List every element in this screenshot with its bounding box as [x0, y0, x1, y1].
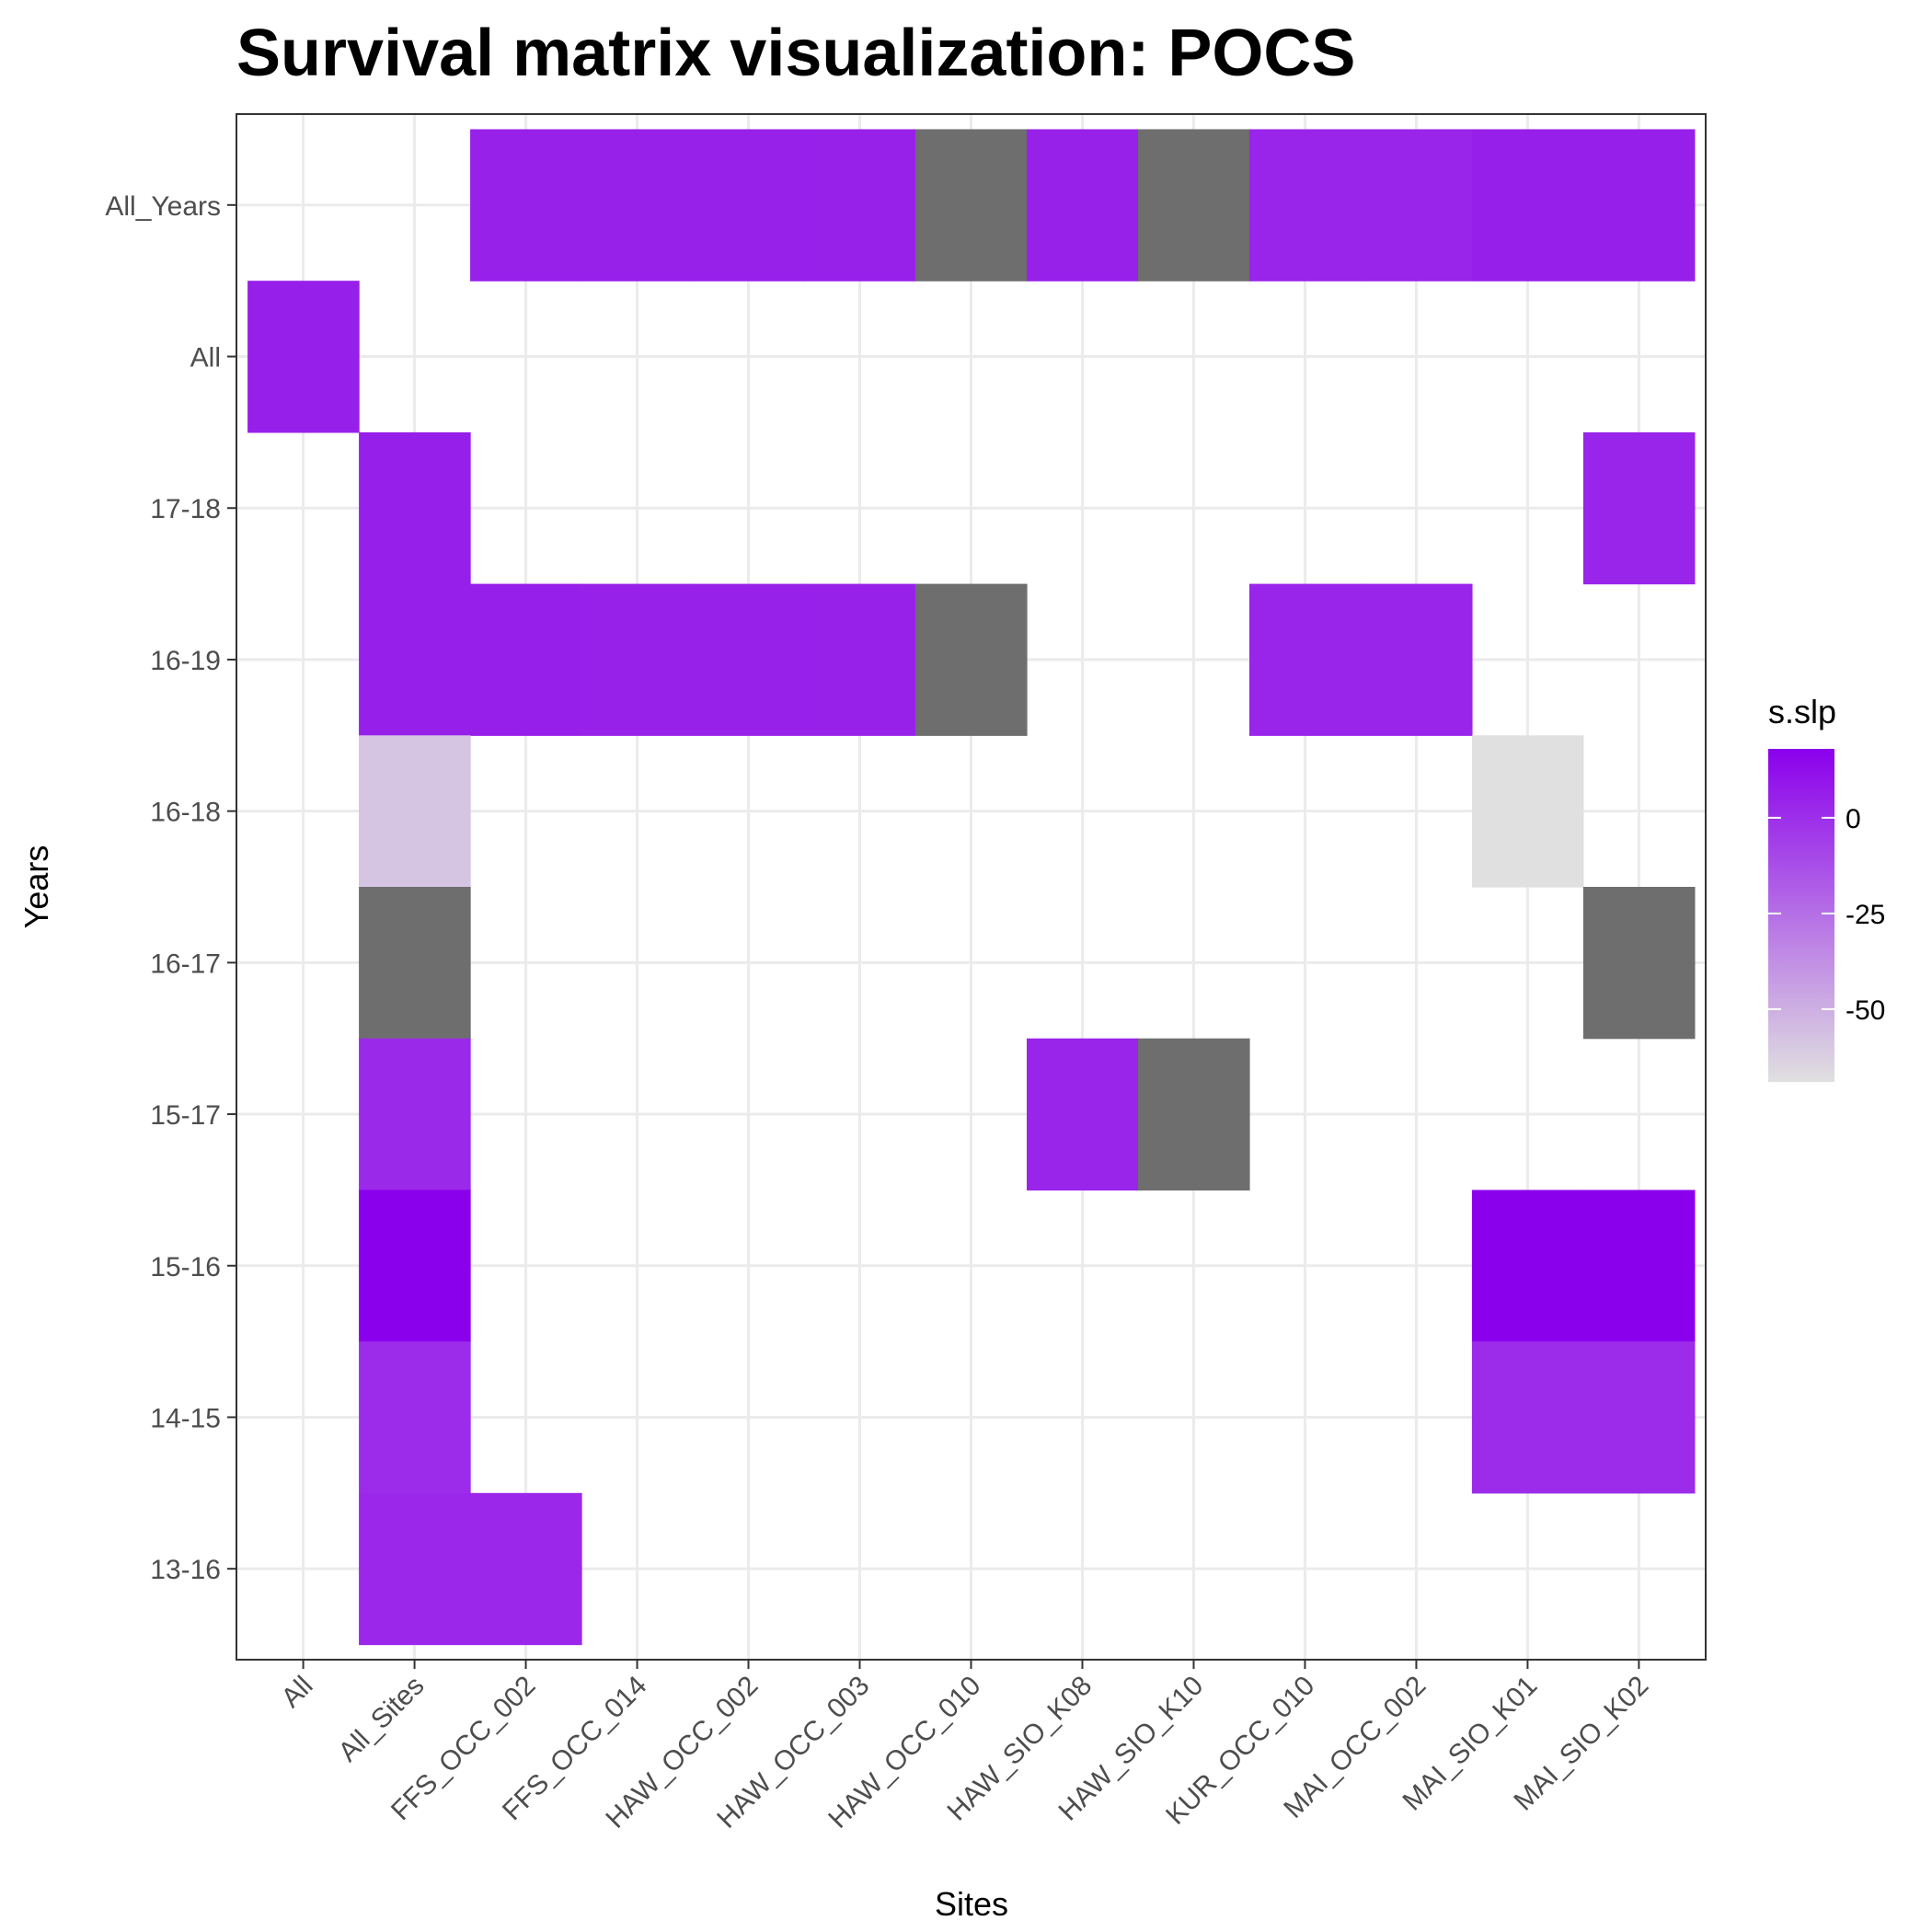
y-axis: 13-16 14-15 15-16 15-17 16-17 16-18 16-19 17-18… [105, 191, 236, 1585]
y-tick-label: All [190, 343, 221, 374]
heatmap-cell [1582, 1190, 1696, 1342]
y-axis-title: Years [17, 845, 55, 929]
heatmap-cell [359, 431, 471, 585]
y-tick-label: 15-16 [150, 1252, 221, 1282]
heatmap-cell [1582, 887, 1696, 1040]
heatmap-cell [915, 583, 1028, 736]
y-tick-label: All_Years [105, 191, 221, 222]
x-tick-label: All_Sites [333, 1671, 431, 1768]
heatmap-cells [247, 129, 1696, 1646]
heatmap-cell [693, 129, 805, 282]
heatmap-cell [1026, 129, 1139, 282]
heatmap-cell [359, 1341, 471, 1494]
chart-title: Survival matrix visualization: POCS [236, 17, 1355, 90]
heatmap-cell [470, 129, 582, 282]
heatmap-cell [1026, 1038, 1139, 1191]
heatmap-cell [1471, 1341, 1584, 1494]
legend: s.slp 0 -25 -50 [1768, 693, 1885, 1082]
legend-ticks: 0 -25 -50 [1768, 804, 1885, 1026]
heatmap-cell [1360, 583, 1473, 736]
legend-tick-label: -25 [1846, 900, 1885, 930]
y-tick-label: 13-16 [150, 1555, 221, 1585]
heatmap-cell [693, 583, 805, 736]
y-tick-label: 14-15 [150, 1403, 221, 1433]
heatmap-cell [247, 281, 360, 433]
y-tick-label: 16-17 [150, 949, 221, 979]
heatmap-cell [1360, 129, 1473, 282]
x-axis-title: Sites [935, 1885, 1008, 1923]
x-axis: All All_SitesFFS_OCC_002FFS_OCC_014HAW_OC… [276, 1660, 1654, 1834]
heatmap-cell [359, 735, 471, 888]
heatmap-cell [804, 583, 916, 736]
heatmap-cell [470, 583, 582, 736]
heatmap-cell [581, 129, 694, 282]
y-tick-label: 16-19 [150, 646, 221, 676]
heatmap-cell [804, 129, 916, 282]
heatmap-cell [1582, 129, 1696, 282]
heatmap-cell [1137, 129, 1250, 282]
heatmap-cell [1137, 1038, 1250, 1191]
heatmap-cell [1582, 431, 1696, 585]
heatmap-cell [359, 1492, 471, 1646]
legend-title: s.slp [1768, 693, 1836, 730]
heatmap-cell [581, 583, 694, 736]
heatmap-cell [1471, 129, 1584, 282]
heatmap-cell [470, 1492, 582, 1646]
heatmap-cell [359, 887, 471, 1040]
heatmap-cell [359, 1038, 471, 1191]
legend-tick-label: -50 [1846, 995, 1885, 1026]
y-tick-label: 15-17 [150, 1100, 221, 1131]
heatmap-cell [1471, 1190, 1584, 1342]
legend-colorbar [1768, 749, 1834, 1082]
heatmap-cell [1582, 1341, 1696, 1494]
y-tick-label: 17-18 [150, 494, 221, 524]
heatmap-cell [1471, 735, 1584, 888]
heatmap-cell [915, 129, 1028, 282]
heatmap-cell [359, 583, 471, 736]
legend-tick-label: 0 [1846, 804, 1861, 834]
heatmap-cell [359, 1190, 471, 1342]
x-tick-label: All [276, 1671, 319, 1714]
y-tick-label: 16-18 [150, 798, 221, 828]
heatmap-cell [1248, 583, 1362, 736]
heatmap-cell [1248, 129, 1362, 282]
